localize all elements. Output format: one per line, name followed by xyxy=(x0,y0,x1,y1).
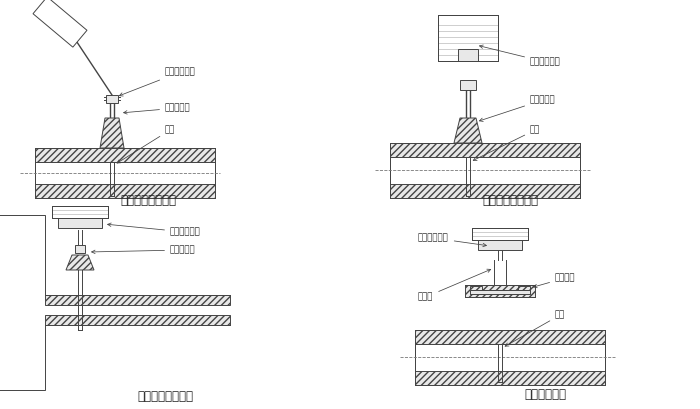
Bar xyxy=(35,148,215,162)
Text: 能道: 能道 xyxy=(117,126,175,163)
Bar xyxy=(390,143,580,157)
Text: 直形连接头: 直形连接头 xyxy=(124,103,190,114)
Text: 支撇管: 支撇管 xyxy=(418,269,491,301)
Bar xyxy=(52,206,108,218)
Bar xyxy=(0,215,45,390)
Text: 管道: 管道 xyxy=(505,310,566,346)
Bar xyxy=(415,371,605,385)
Bar xyxy=(35,184,215,198)
Bar xyxy=(465,285,535,297)
Bar xyxy=(458,49,478,61)
Polygon shape xyxy=(0,295,45,390)
Polygon shape xyxy=(100,118,124,148)
Bar xyxy=(52,206,108,218)
Text: 直形连接头: 直形连接头 xyxy=(480,95,556,121)
Bar xyxy=(45,295,230,305)
Polygon shape xyxy=(454,118,482,143)
Text: 能道: 能道 xyxy=(0,408,1,409)
Bar xyxy=(472,228,528,240)
Bar xyxy=(438,15,498,61)
Text: 垂直管道安装方法: 垂直管道安装方法 xyxy=(482,193,538,207)
Text: 双金属温度计: 双金属温度计 xyxy=(418,234,486,247)
Bar xyxy=(390,157,580,198)
Bar xyxy=(390,184,580,198)
Bar xyxy=(35,162,215,198)
Bar xyxy=(106,95,118,103)
Text: 双金属温度计: 双金属温度计 xyxy=(108,223,201,236)
Text: 垂直管道安装方法: 垂直管道安装方法 xyxy=(120,193,176,207)
Bar xyxy=(58,218,102,228)
Bar xyxy=(472,228,528,240)
Text: 直形连接头: 直形连接头 xyxy=(92,245,195,254)
Text: 双金属温度计: 双金属温度计 xyxy=(120,67,196,96)
Bar xyxy=(478,240,522,250)
Bar xyxy=(470,290,530,294)
Bar xyxy=(438,15,498,61)
Text: 双金属温度计: 双金属温度计 xyxy=(480,45,561,67)
Bar xyxy=(518,286,530,292)
Text: 管道: 管道 xyxy=(473,126,540,160)
Bar xyxy=(460,80,476,90)
Text: 安装法兰: 安装法兰 xyxy=(533,274,575,288)
Bar xyxy=(75,245,85,253)
Bar xyxy=(415,344,605,385)
Bar xyxy=(45,315,230,325)
Polygon shape xyxy=(66,255,94,270)
Text: 弯曲管道安装方法: 弯曲管道安装方法 xyxy=(137,391,193,404)
Polygon shape xyxy=(33,0,87,47)
Bar xyxy=(470,286,482,292)
Text: 法兰安装方法: 法兰安装方法 xyxy=(524,389,566,402)
Bar xyxy=(415,330,605,344)
Bar xyxy=(45,295,230,325)
